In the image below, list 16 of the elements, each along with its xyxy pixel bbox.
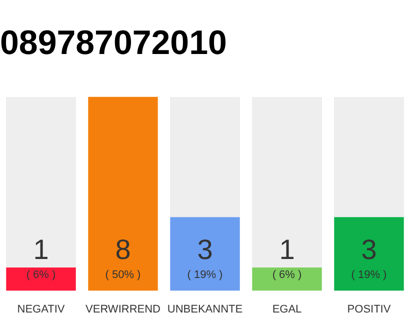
x-tick-label: UNBEKANNTE (167, 303, 243, 316)
data-label: ( 50% ) (105, 268, 141, 281)
chart-title: 089787072010 (0, 24, 227, 62)
data-label: ( 19% ) (187, 268, 223, 281)
data-label: ( 19% ) (351, 268, 387, 281)
x-tick-label: EGAL (272, 303, 302, 316)
annotation: 8 (115, 234, 131, 265)
data-label: ( 6% ) (26, 268, 56, 281)
annotation: 1 (33, 234, 49, 265)
annotation: 1 (279, 234, 295, 265)
annotation: 3 (197, 234, 213, 265)
annotation: 3 (361, 234, 377, 265)
x-tick-label: VERWIRREND (86, 303, 161, 316)
x-tick-label: NEGATIV (17, 303, 66, 316)
x-tick-label: POSITIV (347, 303, 392, 316)
data-label: ( 6% ) (272, 268, 302, 281)
